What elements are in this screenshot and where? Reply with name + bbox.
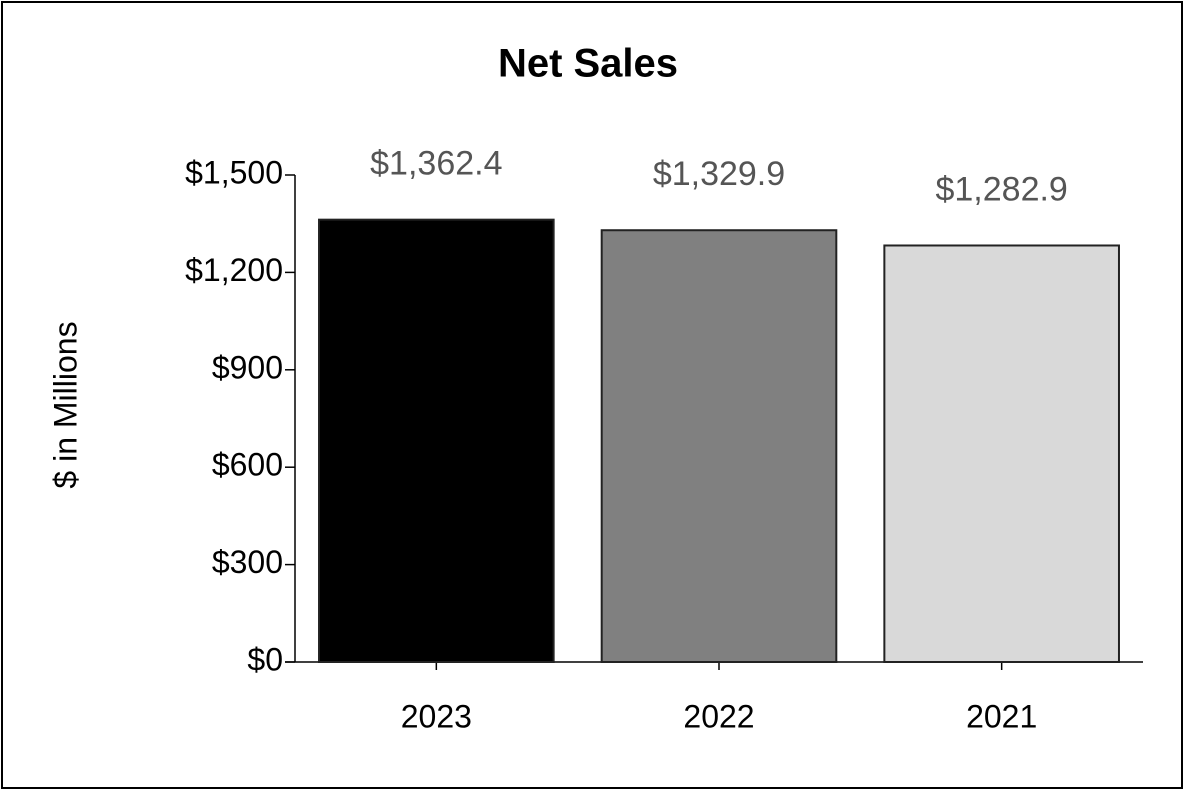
- y-tick-label: $900: [212, 349, 283, 385]
- y-axis-label: $ in Millions: [47, 321, 83, 488]
- y-tick-label: $1,500: [185, 154, 283, 190]
- value-label: $1,362.4: [370, 145, 502, 183]
- x-tick-label: 2021: [966, 698, 1037, 734]
- y-tick-label: $300: [212, 544, 283, 580]
- y-tick-label: $0: [247, 641, 283, 677]
- value-label: $1,329.9: [653, 155, 785, 193]
- value-label: $1,282.9: [935, 170, 1067, 208]
- x-tick-label: 2022: [683, 698, 754, 734]
- x-tick-label: 2023: [401, 698, 472, 734]
- bar: [600, 229, 838, 663]
- y-tick-label: $1,200: [185, 252, 283, 288]
- bar: [883, 244, 1120, 663]
- bar: [318, 218, 555, 663]
- y-tick-label: $600: [212, 447, 283, 483]
- chart-title: Net Sales: [498, 42, 678, 86]
